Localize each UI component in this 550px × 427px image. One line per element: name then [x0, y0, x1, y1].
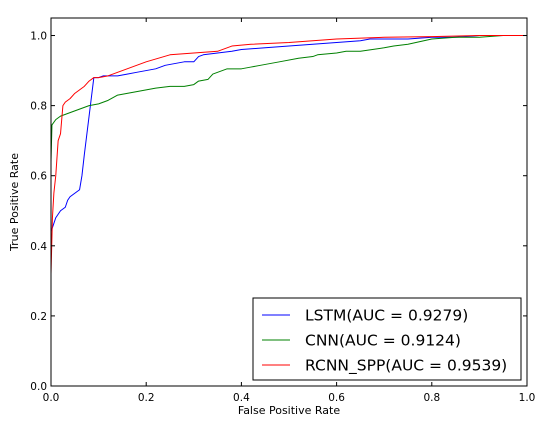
y-tick-label: 0.8	[30, 101, 47, 113]
y-tick-label: 0.6	[30, 171, 47, 183]
x-tick-label: 0.2	[138, 392, 155, 404]
x-tick-label: 0.0	[43, 392, 60, 404]
series-line-cnn	[50, 35, 527, 274]
series-layer	[50, 35, 527, 274]
y-tick-label: 1.0	[30, 31, 47, 43]
x-tick-label: 1.0	[519, 392, 536, 404]
legend-frame	[252, 297, 522, 381]
x-tick-label: 0.8	[423, 392, 440, 404]
x-tick-label: 0.6	[328, 392, 345, 404]
y-axis-label: True Positive Rate	[8, 153, 21, 252]
x-axis-label: False Positive Rate	[238, 404, 340, 417]
series-line-rcnn-spp	[50, 35, 527, 274]
legend-label-rcnn-spp: RCNN_SPP(AUC = 0.9539)	[305, 357, 507, 376]
x-tick-label: 0.4	[233, 392, 250, 404]
ticks-layer: 0.0 0.2 0.4 0.6 0.8 1.0 0.0 0.2 0.4 0.6 0.8 1.0	[30, 18, 535, 404]
y-tick-label: 0.0	[30, 381, 47, 393]
legend-label-cnn: CNN(AUC = 0.9124)	[305, 332, 461, 350]
y-tick-label: 0.2	[30, 311, 47, 323]
series-line-lstm	[50, 35, 527, 274]
y-tick-label: 0.4	[30, 241, 47, 253]
plot-frame	[50, 17, 528, 387]
legend-label-lstm: LSTM(AUC = 0.9279)	[305, 307, 468, 325]
legend: LSTM(AUC = 0.9279) CNN(AUC = 0.9124) RCN…	[252, 297, 522, 381]
